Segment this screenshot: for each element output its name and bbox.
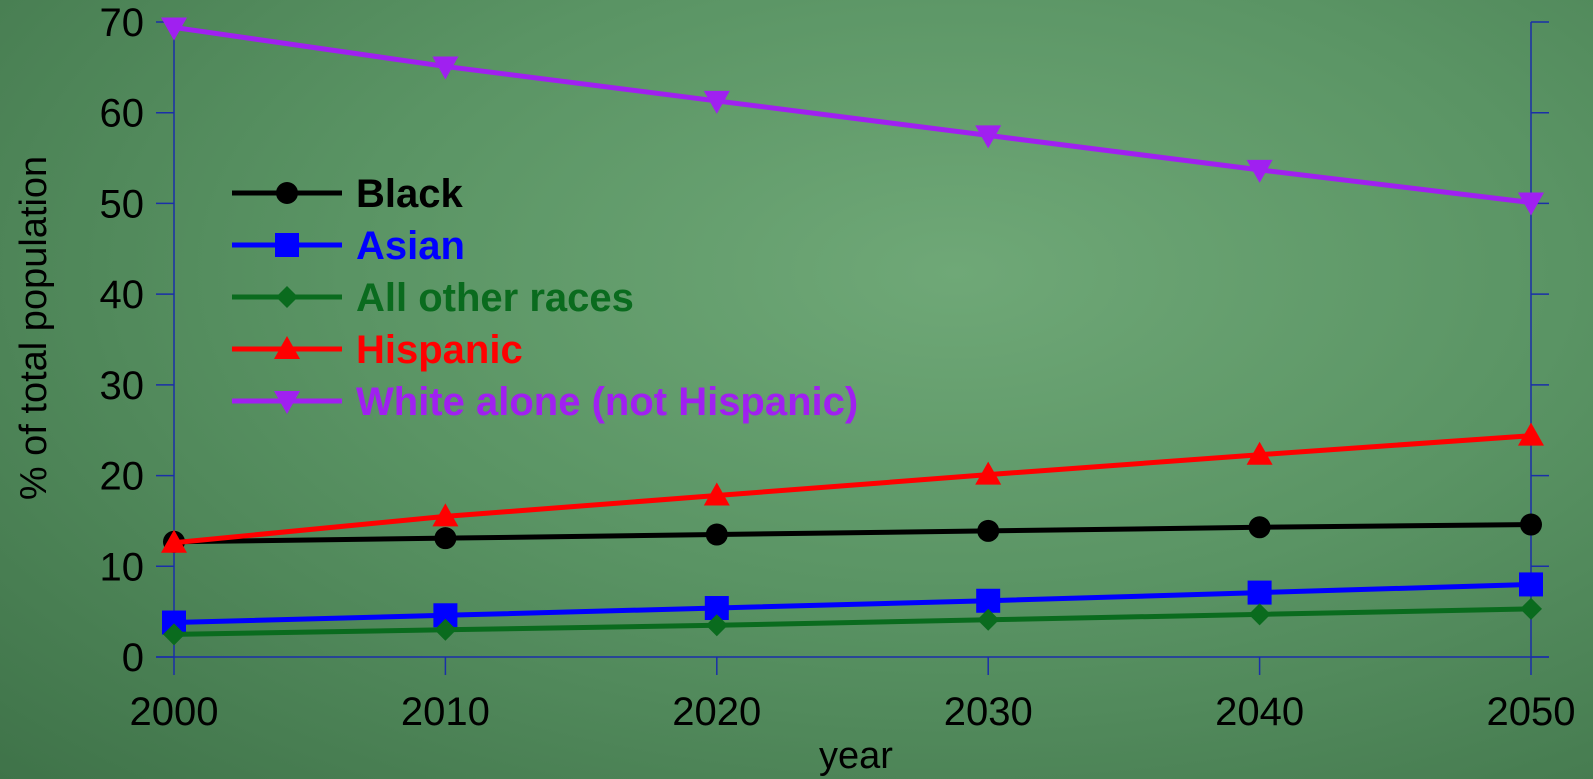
y-tick-label: 60 <box>100 92 145 136</box>
legend-label: White alone (not Hispanic) <box>356 380 858 424</box>
data-point-hispanic <box>1246 441 1273 465</box>
data-point-all-other-races <box>434 618 457 641</box>
data-point-all-other-races <box>977 608 1000 631</box>
series-all-other-races <box>163 597 1542 646</box>
data-point-all-other-races <box>705 614 728 637</box>
data-point-hispanic <box>703 482 730 506</box>
data-point-hispanic <box>432 503 459 527</box>
legend-item-black: Black <box>232 172 463 216</box>
legend-item-white-alone-not-hispanic: White alone (not Hispanic) <box>232 380 858 424</box>
data-point-all-other-races <box>163 623 185 646</box>
legend-item-all-other-races: All other races <box>232 276 634 320</box>
legend-label: Hispanic <box>356 328 523 372</box>
data-point-white-alone-not-hispanic <box>975 125 1002 149</box>
data-point-white-alone-not-hispanic <box>1246 159 1273 183</box>
legend-marker <box>275 233 299 257</box>
legend-marker <box>276 182 298 204</box>
x-tick-label: 2030 <box>944 690 1033 734</box>
data-point-all-other-races <box>1248 603 1271 626</box>
data-point-hispanic <box>1518 422 1544 446</box>
y-axis-ticks: 0 10 20 30 40 50 60 70 <box>100 1 1549 680</box>
series-line-asian <box>173 581 1532 626</box>
x-axis-ticks: 2000 2010 2020 2030 2040 2050 <box>130 657 1576 734</box>
legend-marker <box>274 336 300 359</box>
data-point-black <box>1248 516 1271 539</box>
legend-label: Asian <box>356 224 465 268</box>
data-point-hispanic <box>161 529 187 553</box>
data-point-asian <box>1519 572 1543 597</box>
series-line-white-alone-not-hispanic <box>173 24 1532 206</box>
legend-label: Black <box>356 172 463 216</box>
y-axis-title: % of total population <box>13 156 55 500</box>
y-tick-label: 0 <box>122 636 144 680</box>
legend-item-asian: Asian <box>232 224 465 268</box>
legend-label: All other races <box>356 276 634 320</box>
legend: Black Asian All other races Hispanic White a… <box>232 172 858 424</box>
x-tick-label: 2040 <box>1215 690 1304 734</box>
x-tick-label: 2050 <box>1487 690 1576 734</box>
x-tick-label: 2010 <box>401 690 490 734</box>
plot-area <box>161 17 1544 646</box>
y-tick-label: 30 <box>100 364 145 408</box>
y-tick-label: 40 <box>100 273 145 317</box>
data-point-white-alone-not-hispanic <box>161 17 187 41</box>
data-point-asian <box>1247 580 1272 605</box>
y-tick-label: 10 <box>100 545 145 589</box>
series-hispanic <box>161 422 1544 553</box>
legend-marker <box>276 286 298 308</box>
x-tick-label: 2020 <box>672 690 761 734</box>
series-line-black <box>173 522 1532 545</box>
data-point-black <box>434 527 457 550</box>
data-point-black <box>977 519 1000 542</box>
series-line-hispanic <box>173 433 1532 546</box>
y-tick-label: 70 <box>100 1 145 45</box>
series-white-alone-not-hispanic <box>161 17 1544 216</box>
data-point-white-alone-not-hispanic <box>432 56 459 80</box>
data-point-asian <box>976 588 1001 613</box>
data-point-hispanic <box>975 461 1002 485</box>
series-line-all-other-races <box>173 606 1532 637</box>
data-point-black <box>705 523 728 546</box>
x-tick-label: 2000 <box>130 690 219 734</box>
y-tick-label: 20 <box>100 455 145 499</box>
y-tick-label: 50 <box>100 182 145 226</box>
data-point-white-alone-not-hispanic <box>1518 192 1544 216</box>
data-point-white-alone-not-hispanic <box>703 90 730 114</box>
legend-item-hispanic: Hispanic <box>232 328 523 372</box>
legend-marker <box>274 391 300 414</box>
data-point-all-other-races <box>1520 597 1542 620</box>
data-point-black <box>1520 513 1542 536</box>
series-asian <box>162 572 1543 635</box>
series-black <box>163 513 1542 553</box>
x-axis-title: year <box>819 735 893 777</box>
